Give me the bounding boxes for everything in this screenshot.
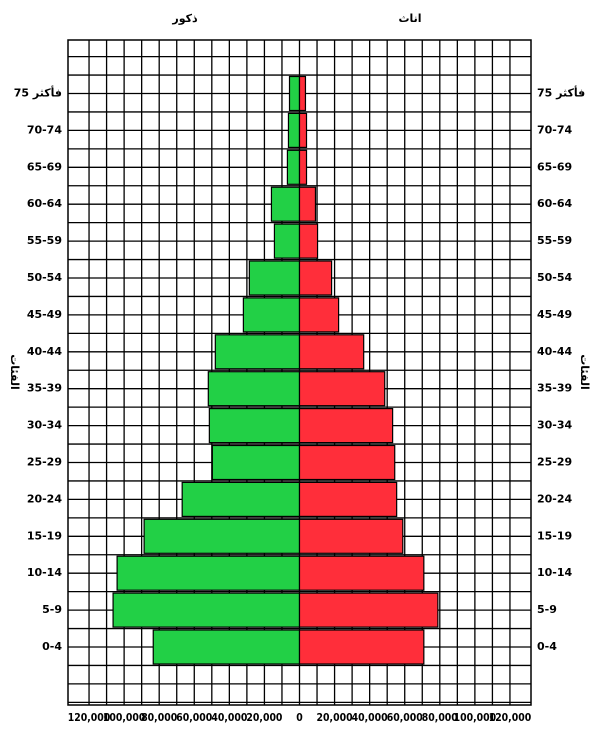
y-tick-label: 70-74 <box>27 123 63 136</box>
y-tick-label: 75 فأكثر <box>14 86 62 100</box>
y-tick-label: 5-9 <box>42 603 62 616</box>
x-tick-label: 120,000 <box>68 713 111 725</box>
bar <box>298 75 307 112</box>
y-tick-label: 15-19 <box>537 529 572 542</box>
y-tick-label: 40-44 <box>27 345 63 358</box>
bar <box>181 481 301 517</box>
x-tick-label: 60,000 <box>387 713 423 725</box>
y-tick-label: 25-29 <box>27 456 62 469</box>
y-tick-label: 15-19 <box>27 529 62 542</box>
y-tick-label: 20-24 <box>27 492 63 505</box>
y-tick-label: 55-59 <box>27 234 62 247</box>
y-tick-label: 10-14 <box>537 566 573 579</box>
bar <box>207 371 301 407</box>
x-tick-label: 80,000 <box>422 713 458 725</box>
bar <box>288 75 301 112</box>
legend-label: ذكور <box>171 12 198 25</box>
x-tick-label: 20,000 <box>246 713 282 725</box>
y-tick-label: 30-34 <box>27 419 63 432</box>
y-tick-label: 40-44 <box>537 345 573 358</box>
y-axis-title: الفئات <box>8 354 21 390</box>
bar <box>298 334 365 370</box>
bar <box>298 149 308 185</box>
x-tick-label: 40,000 <box>211 713 247 725</box>
x-tick-label: 80,000 <box>141 713 177 725</box>
bar <box>287 112 301 149</box>
y-tick-label: 45-49 <box>27 308 62 321</box>
y-tick-label: 0-4 <box>42 640 62 653</box>
bar <box>286 149 301 185</box>
bar <box>298 481 398 517</box>
y-tick-label: 45-49 <box>537 308 572 321</box>
y-tick-label: 50-54 <box>537 271 573 284</box>
bar <box>248 260 301 296</box>
y-tick-label: 75 فأكثر <box>537 86 585 100</box>
bar <box>116 555 301 591</box>
y-tick-label: 60-64 <box>537 197 573 210</box>
bar <box>273 223 301 259</box>
x-tick-label: 120,000 <box>489 713 532 725</box>
bar <box>298 112 308 149</box>
bar <box>298 186 317 222</box>
y-tick-label: 10-14 <box>27 566 63 579</box>
y-tick-label: 35-39 <box>27 382 62 395</box>
y-tick-label: 5-9 <box>537 603 557 616</box>
bar <box>208 408 301 444</box>
y-tick-label: 65-69 <box>537 160 572 173</box>
y-tick-label: 20-24 <box>537 492 573 505</box>
bar <box>298 260 333 296</box>
bar <box>298 592 439 628</box>
x-tick-label: 100,000 <box>103 713 146 725</box>
y-tick-label: 50-54 <box>27 271 63 284</box>
y-tick-label: 35-39 <box>537 382 572 395</box>
bar <box>152 629 301 665</box>
y-tick-label: 60-64 <box>27 197 63 210</box>
x-tick-label: 20,000 <box>317 713 353 725</box>
bar <box>211 444 301 481</box>
bar <box>298 444 396 481</box>
bar <box>298 223 319 259</box>
x-tick-label: 0 <box>296 713 302 725</box>
y-tick-label: 30-34 <box>537 419 573 432</box>
bar <box>298 518 404 554</box>
bar <box>298 629 425 665</box>
x-tick-label: 40,000 <box>352 713 388 725</box>
bar <box>242 297 301 333</box>
bar <box>143 518 301 554</box>
bar <box>270 186 301 222</box>
legend-label: اناث <box>398 12 421 25</box>
y-axis-title: الفئات <box>578 354 591 390</box>
bar <box>112 592 301 628</box>
bar <box>298 371 386 407</box>
bar <box>298 297 340 333</box>
x-tick-label: 100,000 <box>454 713 497 725</box>
x-tick-label: 60,000 <box>176 713 212 725</box>
y-tick-label: 0-4 <box>537 640 557 653</box>
y-tick-label: 25-29 <box>537 456 572 469</box>
y-tick-label: 55-59 <box>537 234 572 247</box>
bar <box>298 408 394 444</box>
bar <box>298 555 425 591</box>
y-tick-label: 70-74 <box>537 123 573 136</box>
bar <box>214 334 301 370</box>
y-tick-label: 65-69 <box>27 160 62 173</box>
